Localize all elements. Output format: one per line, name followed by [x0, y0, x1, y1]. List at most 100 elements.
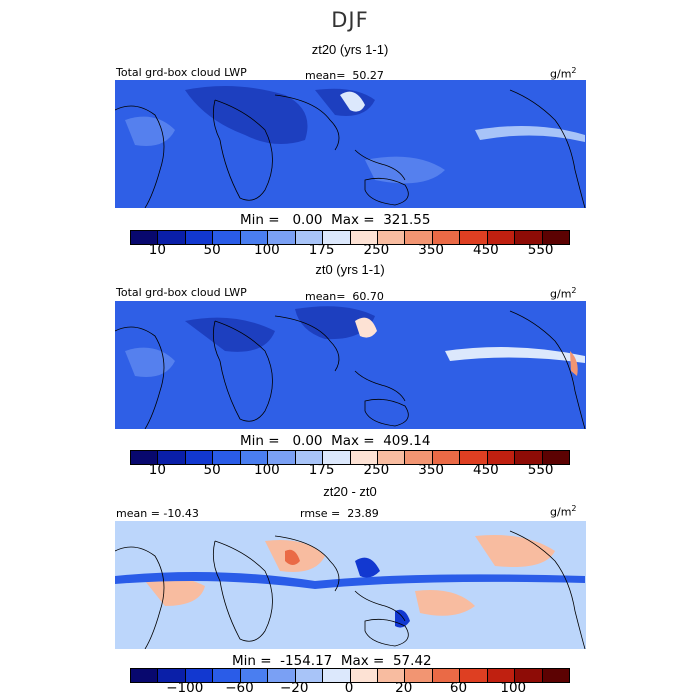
- colorbar-tick-label: 175: [308, 242, 335, 258]
- colorbar-swatch: [431, 451, 460, 464]
- colorbar-swatch: [239, 231, 268, 244]
- colorbar-swatch: [294, 451, 323, 464]
- panel3-minmax: Min = -154.17 Max = 57.42: [232, 653, 432, 669]
- panel1-mean-value: 50.27: [352, 69, 384, 82]
- panel2-dark-patch: [295, 306, 375, 340]
- units-exponent: 2: [571, 66, 577, 75]
- colorbar-swatch: [184, 451, 213, 464]
- panel1-min-value: 0.00: [292, 212, 323, 228]
- panel2-min-value: 0.00: [292, 433, 323, 449]
- panel3-max-label: Max =: [340, 653, 385, 669]
- panel2-coastlines: [115, 310, 586, 429]
- colorbar-swatch: [322, 669, 350, 682]
- colorbar-swatch: [514, 451, 542, 464]
- units-text: g/m: [550, 67, 572, 81]
- figure-title: DJF: [331, 8, 369, 32]
- panel2-units: g/m2: [550, 286, 577, 301]
- colorbar-swatch: [294, 669, 323, 682]
- colorbar-swatch: [184, 669, 213, 682]
- panel3-rmse-value: 23.89: [347, 507, 379, 520]
- colorbar-tick-label: 50: [203, 462, 221, 478]
- colorbar-tick-label: 175: [308, 462, 335, 478]
- panel2-map: [115, 301, 586, 429]
- colorbar-swatch: [541, 451, 569, 464]
- colorbar-swatch: [322, 451, 350, 464]
- colorbar-swatch: [349, 669, 377, 682]
- colorbar-swatch: [376, 231, 405, 244]
- panel1-max-label: Max =: [331, 212, 375, 228]
- colorbar-swatch: [157, 231, 185, 244]
- colorbar-swatch: [404, 231, 432, 244]
- colorbar-swatch: [131, 669, 158, 682]
- panel1-max-value: 321.55: [383, 212, 431, 228]
- units-text: g/m: [550, 287, 572, 301]
- colorbar-swatch: [294, 231, 323, 244]
- panel3-max-value: 57.42: [392, 653, 432, 669]
- panel2-title: zt0 (yrs 1-1): [315, 262, 385, 277]
- colorbar-tick-label: 100: [253, 462, 280, 478]
- panel1-minmax: Min = 0.00 Max = 321.55: [240, 212, 430, 228]
- panel2-max-label: Max =: [331, 433, 375, 449]
- colorbar-tick-label: 350: [418, 462, 445, 478]
- colorbar-swatch: [239, 669, 268, 682]
- panel3-title: zt20 - zt0: [323, 484, 377, 499]
- panel3-negative-band: [115, 572, 585, 589]
- units-exponent: 2: [571, 504, 577, 513]
- colorbar-tick-label: −60: [225, 680, 254, 696]
- panel3-min-value: -154.17: [280, 653, 333, 669]
- colorbar-tick-label: −100: [166, 680, 204, 696]
- panel3-rmse-label: rmse =: [300, 507, 341, 520]
- panel2-mean: mean= 60.70: [305, 290, 384, 303]
- colorbar-tick-label: 10: [148, 462, 166, 478]
- panel3-strong-negative: [355, 557, 380, 578]
- colorbar-swatch: [349, 451, 377, 464]
- colorbar-swatch: [131, 451, 158, 464]
- colorbar-tick-label: 100: [500, 680, 527, 696]
- panel1-bright-spot: [340, 91, 365, 112]
- colorbar-swatch: [541, 231, 569, 244]
- colorbar-tick-label: 0: [344, 680, 354, 696]
- colorbar-swatch: [212, 231, 240, 244]
- colorbar-tick-label: 550: [527, 242, 554, 258]
- colorbar-tick-label: 250: [363, 242, 390, 258]
- colorbar-tick-label: −20: [280, 680, 309, 696]
- colorbar-swatch: [267, 669, 295, 682]
- colorbar-swatch: [459, 669, 487, 682]
- panel1-mean: mean= 50.27: [305, 69, 384, 82]
- colorbar-swatch: [212, 451, 240, 464]
- panel2-bright-spot: [570, 351, 578, 376]
- colorbar-tick-label: 450: [472, 462, 499, 478]
- panel3-positive-patch: [475, 535, 555, 567]
- panel3-coastlines: [115, 530, 586, 649]
- panel3-units: g/m2: [550, 504, 577, 519]
- colorbar-tick-label: 450: [472, 242, 499, 258]
- panel2-field-label: Total grd-box cloud LWP: [116, 286, 247, 299]
- colorbar-swatch: [322, 231, 350, 244]
- colorbar-swatch: [486, 231, 515, 244]
- panel3-positive-patch: [415, 590, 475, 616]
- panel3-map: [115, 521, 586, 649]
- colorbar-swatch: [131, 231, 158, 244]
- panel1-coastlines: [115, 89, 586, 208]
- panel2-mean-value: 60.70: [352, 290, 384, 303]
- panel2-max-value: 409.14: [383, 433, 431, 449]
- colorbar-tick-label: 60: [449, 680, 468, 696]
- panel2-bright-band: [445, 347, 585, 363]
- panel1-light-patch: [365, 156, 445, 184]
- colorbar-swatch: [267, 451, 295, 464]
- panel3-positive-patch: [145, 577, 205, 606]
- panel3-colorbar: [130, 668, 570, 683]
- colorbar-swatch: [157, 451, 185, 464]
- panel3-rmse: rmse = 23.89: [300, 507, 379, 520]
- colorbar-swatch: [486, 669, 515, 682]
- colorbar-swatch: [157, 669, 185, 682]
- panel1-title: zt20 (yrs 1-1): [311, 42, 389, 57]
- panel1-light-patch: [125, 116, 175, 146]
- colorbar-swatch: [376, 669, 405, 682]
- colorbar-swatch: [459, 231, 487, 244]
- panel2-bright-spot: [355, 317, 377, 338]
- colorbar-tick-label: 10: [148, 242, 166, 258]
- colorbar-tick-label: 20: [395, 680, 413, 696]
- panel2-minmax: Min = 0.00 Max = 409.14: [240, 433, 430, 449]
- panel3-strong-positive: [285, 549, 300, 565]
